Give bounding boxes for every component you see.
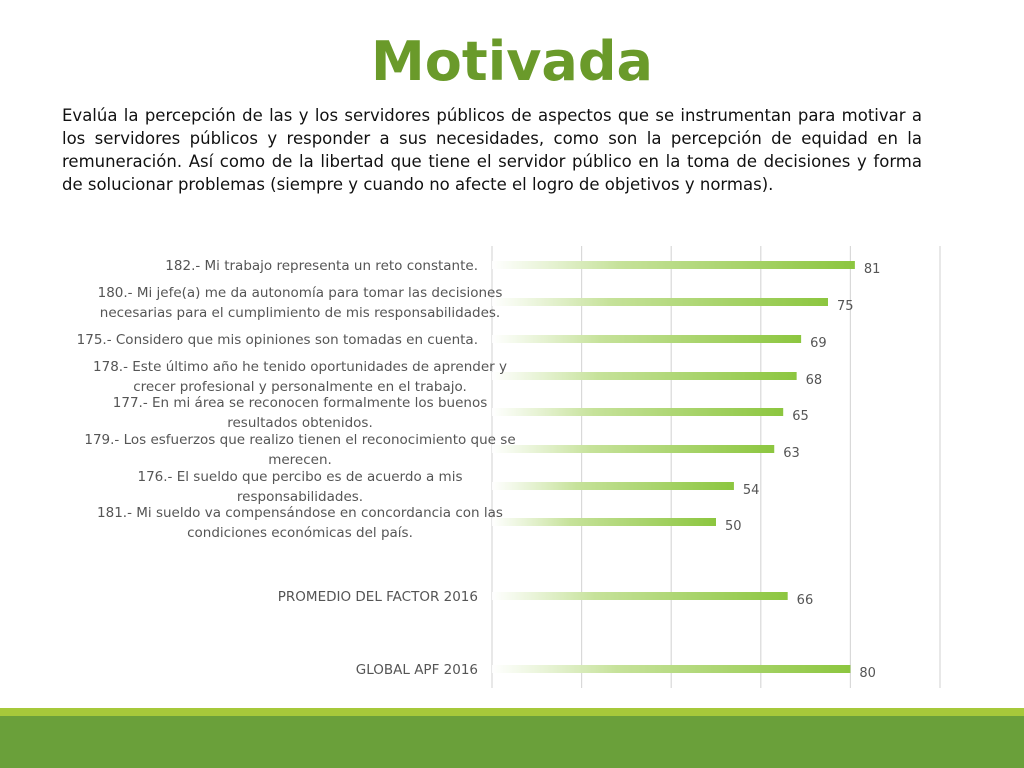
data-label: 54 [743,483,760,498]
bar-chart: 81 182.- Mi trabajo representa un reto co… [77,246,941,688]
data-label: 50 [725,519,742,534]
data-label: 80 [859,666,876,681]
bar [492,665,851,673]
footer-stripe-light [0,708,1024,716]
bar [492,298,828,306]
bar [492,482,734,490]
data-label: 66 [797,593,814,608]
category-label: 181.- Mi sueldo va compensándose en conc… [97,505,503,541]
category-label: PROMEDIO DEL FACTOR 2016 [278,589,478,605]
bar [492,408,784,416]
bar [492,261,855,269]
labels: 81 182.- Mi trabajo representa un reto co… [77,258,881,681]
data-label: 63 [783,446,800,461]
data-label: 69 [810,336,827,351]
category-label: 180.- Mi jefe(a) me da autonomía para to… [98,285,503,321]
bar [492,445,775,453]
data-label: 75 [837,299,854,314]
bar [492,335,802,343]
category-label: 178.- Este último año he tenido oportuni… [93,359,507,395]
data-label: 68 [806,373,823,388]
category-label: GLOBAL APF 2016 [356,662,478,678]
bar [492,372,797,380]
category-label: 175.- Considero que mis opiniones son to… [77,332,478,348]
category-label: 179.- Los esfuerzos que realizo tienen e… [84,432,515,468]
footer-band [0,716,1024,768]
bar [492,592,788,600]
category-label: 177.- En mi área se reconocen formalment… [113,395,487,431]
bar [492,518,716,526]
category-label: 182.- Mi trabajo representa un reto cons… [165,258,478,274]
grid-lines [491,246,941,688]
description-text: Evalúa la percepción de las y los servid… [62,106,922,194]
bars [492,261,855,673]
data-label: 65 [792,409,809,424]
category-label: 176.- El sueldo que percibo es de acuerd… [138,469,463,505]
data-label: 81 [864,262,881,277]
page-title: Motivada [371,30,653,93]
